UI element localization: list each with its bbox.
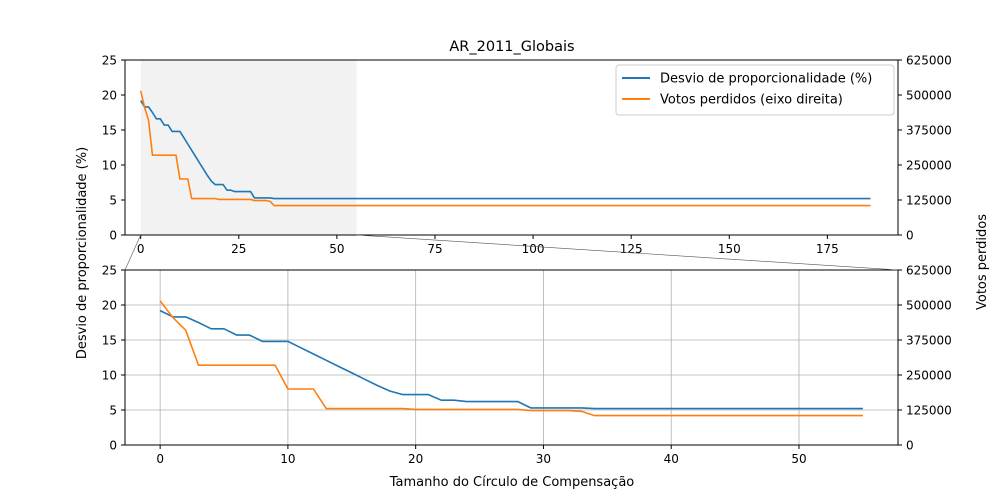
zoom-y-tick-label-right: 0 [906, 439, 914, 453]
overview-y-tick-label-left: 20 [102, 89, 117, 103]
overview-x-tick-label: 25 [231, 242, 246, 256]
overview-x-tick-label: 100 [522, 242, 545, 256]
zoom-y-tick-label-left: 10 [102, 369, 117, 383]
overview-y-tick-label-left: 5 [109, 194, 117, 208]
overview-y-tick-label-right: 250000 [906, 159, 952, 173]
y-axis-label-left: Desvio de proporcionalidade (%) [75, 147, 90, 359]
zoom-x-tick-label: 0 [156, 452, 164, 466]
legend: Desvio de proporcionalidade (%) Votos pe… [615, 64, 895, 116]
zoom-connector-lines [124, 234, 899, 271]
overview-x-tick-label: 50 [329, 242, 344, 256]
overview-x-tick-label: 75 [427, 242, 442, 256]
zoom-axes-frame [124, 269, 899, 446]
zoom-x-tick-label: 10 [280, 452, 295, 466]
zoom-highlight-region [140, 60, 357, 235]
overview-panel: 0 25 50 75 100 125 150 175 0 5 10 15 20 25 0 125000 2500… [102, 54, 952, 257]
zoom-line-desvio [159, 309, 863, 410]
x-axis-label: Tamanho do Círculo de Compensação [389, 475, 635, 490]
overview-x-tick-label: 125 [620, 242, 643, 256]
zoom-y-tick-label-right: 125000 [906, 404, 952, 418]
overview-series-group [139, 90, 871, 207]
zoom-line-votos [159, 300, 863, 417]
overview-line-votos [139, 90, 871, 207]
zoom-y-tick-label-left: 5 [109, 404, 117, 418]
zoom-y-tick-label-right: 625000 [906, 264, 952, 278]
zoom-y-tick-label-left: 0 [109, 439, 117, 453]
overview-y-tick-label-left: 25 [102, 54, 117, 68]
overview-x-tick-label: 150 [718, 242, 741, 256]
overview-y-tick-label-right: 500000 [906, 89, 952, 103]
zoom-y-tick-label-left: 15 [102, 334, 117, 348]
overview-y-tick-label-right: 625000 [906, 54, 952, 68]
legend-label-votos: Votos perdidos (eixo direita) [660, 93, 843, 108]
zoom-x-tick-label: 50 [791, 452, 806, 466]
overview-line-desvio [140, 100, 871, 200]
legend-box [615, 64, 895, 116]
zoom-connector-left [124, 234, 141, 271]
overview-y-tick-label-right: 0 [906, 229, 914, 243]
zoom-connector-right [356, 234, 899, 271]
y-axis-label-right: Votos perdidos [975, 214, 990, 310]
overview-x-tick-label: 175 [816, 242, 839, 256]
zoom-x-tick-label: 40 [664, 452, 679, 466]
zoom-series-group [159, 300, 863, 417]
overview-y-tick-label-right: 375000 [906, 124, 952, 138]
zoom-x-tick-label: 20 [408, 452, 423, 466]
overview-y-tick-label-left: 0 [109, 229, 117, 243]
zoom-y-tick-label-left: 25 [102, 264, 117, 278]
zoom-x-tick-label: 30 [536, 452, 551, 466]
zoom-y-tick-label-right: 500000 [906, 299, 952, 313]
zoom-y-tick-label-right: 375000 [906, 334, 952, 348]
zoom-y-tick-label-right: 250000 [906, 369, 952, 383]
overview-y-tick-label-right: 125000 [906, 194, 952, 208]
overview-y-tick-label-left: 15 [102, 124, 117, 138]
overview-axes-frame [124, 59, 899, 236]
legend-label-desvio: Desvio de proporcionalidade (%) [660, 72, 872, 87]
overview-x-tick-label: 0 [137, 242, 145, 256]
zoom-panel: 0 10 20 30 40 50 0 5 10 15 20 25 0 125000 250000 375000… [102, 264, 952, 467]
overview-y-tick-label-left: 10 [102, 159, 117, 173]
chart-title: AR_2011_Globais [449, 39, 574, 55]
zoom-y-tick-label-left: 20 [102, 299, 117, 313]
